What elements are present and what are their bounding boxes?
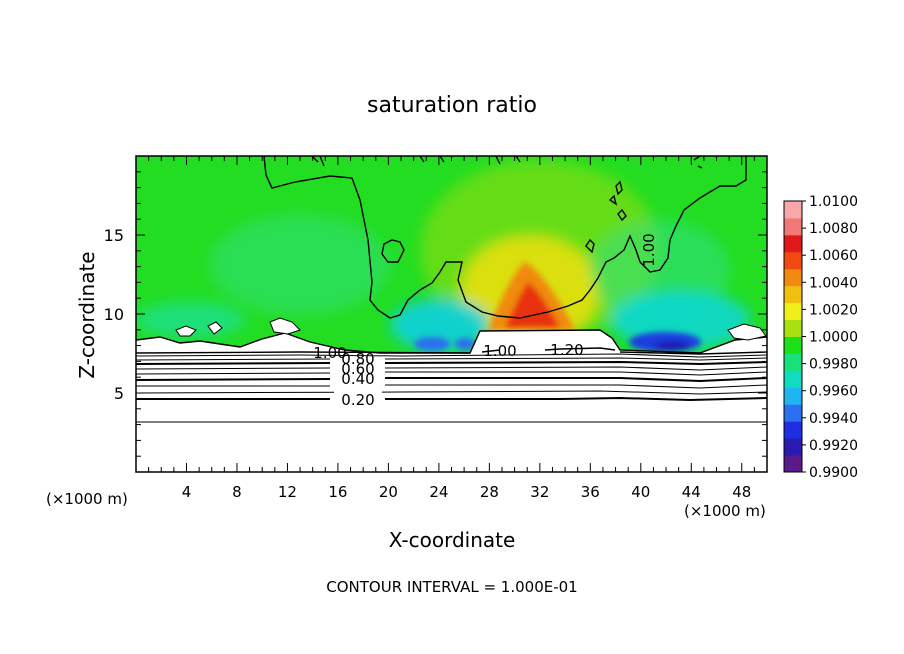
colorbar-tick-label: 1.0100	[809, 194, 858, 210]
contour-line	[136, 371, 767, 376]
contour-label: 0.80	[341, 350, 374, 368]
contour-line	[608, 194, 618, 206]
colorbar-tick-label: 0.9960	[809, 384, 858, 400]
colorbar-segment	[784, 268, 802, 287]
colorbar-tick-label: 0.9900	[809, 465, 858, 481]
label-bg	[334, 371, 382, 385]
y-tick-label: 5	[114, 384, 124, 403]
x-tick-label: 28	[480, 483, 499, 501]
contour-line	[136, 329, 767, 354]
field-shading-sharp	[414, 262, 701, 352]
contour-line	[617, 208, 627, 222]
colorbar-segment	[784, 387, 802, 405]
cloud-patches	[175, 317, 767, 341]
contour-line	[585, 238, 595, 254]
colorbar-segment	[784, 234, 802, 253]
colorbar-tick-label: 1.0040	[809, 275, 858, 291]
dry-mid-blue	[455, 338, 475, 350]
y-tick-label: 10	[104, 305, 124, 324]
upper-contours	[263, 156, 747, 319]
x-tick-label: 4	[182, 483, 192, 501]
patch	[175, 325, 197, 337]
colorbar-segment	[784, 302, 802, 321]
dry-left-upper	[210, 215, 390, 315]
contour-line	[136, 384, 767, 389]
x-tick-label: 8	[232, 483, 242, 501]
contour-line	[136, 360, 767, 366]
x-tick-label: 16	[328, 483, 347, 501]
colorbar-tick-label: 1.0080	[809, 221, 858, 237]
contour-line	[311, 156, 521, 167]
moist-core-inner	[505, 282, 560, 328]
contour-line	[136, 390, 767, 395]
colorbar-segment	[784, 336, 802, 354]
contour-line	[136, 353, 767, 358]
colorbar-segment	[784, 370, 802, 388]
contour-line	[481, 347, 616, 353]
contour-line	[381, 239, 405, 263]
y-tick-label: 15	[104, 226, 124, 245]
contour-label: 1.00	[640, 233, 658, 266]
colorbar-segment	[784, 251, 802, 270]
x-tick-label: 12	[278, 483, 297, 501]
contour-label: 1.20	[550, 341, 583, 359]
contour-line	[263, 156, 747, 319]
x-unit-left: (×1000 m)	[46, 490, 128, 508]
colorbar-segment	[784, 421, 802, 439]
chart-title: saturation ratio	[367, 93, 537, 118]
lower-region	[136, 330, 767, 472]
colorbar: 1.0100 1.0080 1.0060 1.0040 1.0020 1.0000 0.99…	[783, 194, 858, 481]
y-axis-ticks: 5 10 15	[104, 171, 767, 457]
contour-line	[136, 396, 767, 402]
x-tick-label: 32	[530, 483, 549, 501]
x-unit-right: (×1000 m)	[684, 502, 766, 520]
colorbar-segment	[784, 285, 802, 304]
label-bg	[334, 391, 382, 407]
dry-left-blue	[414, 337, 450, 351]
x-tick-label: 40	[631, 483, 650, 501]
contour-label: 0.60	[341, 360, 374, 378]
colorbar-tick-label: 1.0000	[809, 330, 858, 346]
colorbar-segment	[784, 455, 802, 473]
contour-line	[136, 357, 767, 361]
colorbar-segment	[784, 353, 802, 371]
colorbar-segment	[784, 404, 802, 422]
x-tick-label: 48	[732, 483, 751, 501]
contour-line	[136, 377, 767, 383]
patch	[207, 321, 223, 335]
contour-line	[136, 366, 767, 371]
contour-label: 1.00	[313, 344, 346, 362]
contour-label: 0.20	[341, 391, 374, 409]
colorbar-tick-label: 0.9940	[809, 411, 858, 427]
colorbar-segment	[784, 201, 802, 219]
colorbar-segment	[784, 217, 802, 236]
contour-label: 0.40	[341, 370, 374, 388]
contour-line	[615, 180, 623, 196]
patch	[269, 317, 301, 335]
y-axis-label: Z-coordinate	[75, 251, 99, 378]
plot-area	[136, 156, 767, 472]
footer-text: CONTOUR INTERVAL = 1.000E-01	[326, 578, 577, 596]
x-axis-label: X-coordinate	[389, 528, 516, 552]
colorbar-tick-label: 0.9920	[809, 438, 858, 454]
colorbar-tick-label: 0.9980	[809, 357, 858, 373]
colorbar-tick-label: 1.0020	[809, 302, 858, 318]
x-axis-ticks: 4 8 12 16 20 24 28 32 36 40 44 48	[148, 156, 755, 501]
x-tick-label: 44	[682, 483, 701, 501]
patch	[727, 323, 767, 341]
dry-right-navy	[654, 341, 690, 351]
colorbar-segment	[784, 319, 802, 337]
colorbar-tick-label: 1.0060	[809, 248, 858, 264]
x-tick-label: 24	[429, 483, 448, 501]
x-tick-label: 36	[581, 483, 600, 501]
contour-label: 1.00	[483, 342, 516, 360]
x-tick-label: 20	[379, 483, 398, 501]
lower-contours	[136, 329, 767, 423]
colorbar-segment	[784, 438, 802, 456]
field-shading	[136, 160, 750, 351]
contour-labels: 0.20 0.40 0.60 0.80 1.00 1.00 1.20 1.00	[313, 233, 658, 409]
